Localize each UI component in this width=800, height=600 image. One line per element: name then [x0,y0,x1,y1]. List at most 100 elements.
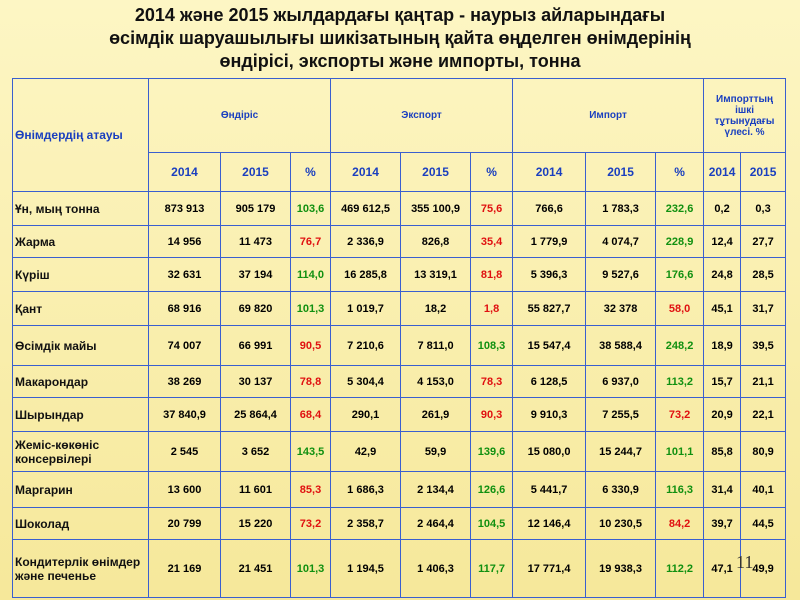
data-cell: 2 464,4 [400,507,472,540]
data-row: Макарондар 38 269 30 137 78,8 5 304,4 4 153,0… [12,365,787,398]
data-cell: 20,9 [703,397,742,432]
data-row: Өсімдік майы 74 007 66 991 90,5 7 210,6 7 811… [12,325,787,366]
title-line: 2014 және 2015 жылдардағы қаңтар - науры… [134,5,666,25]
data-row: Қант 68 916 69 820 101,3 1 019,7 18,2 1,8 55 82… [12,291,787,326]
data-cell: 13 600 [148,471,221,508]
subheader-cell: 2014 [148,152,221,192]
data-cell: 15 547,4 [512,325,587,366]
data-cell: 469 612,5 [330,191,402,226]
data-cell: 3 652 [220,431,291,472]
data-cell: 143,5 [289,431,332,472]
data-cell: 73,2 [655,397,705,432]
data-cell: 355 100,9 [400,191,472,226]
subheader-cell: % [289,152,332,192]
data-cell: 49,9 [740,539,787,598]
data-cell: 22,1 [740,397,787,432]
data-cell: 38 588,4 [585,325,657,366]
data-cell: 84,2 [655,507,705,540]
data-cell: 10 230,5 [585,507,657,540]
data-cell: 5 441,7 [512,471,587,508]
data-cell: 103,6 [289,191,332,226]
data-cell: 37 840,9 [148,397,221,432]
data-cell: 15,7 [703,365,742,398]
data-cell: 18,2 [400,291,472,326]
data-cell: 248,2 [655,325,705,366]
data-cell: 21,1 [740,365,787,398]
product-name: Жарма [12,225,149,258]
data-cell: 108,3 [470,325,514,366]
subheader-cell: 2015 [585,152,657,192]
data-cell: 6 937,0 [585,365,657,398]
data-cell: 116,3 [655,471,705,508]
data-cell: 31,7 [740,291,787,326]
product-name: Шырындар [12,397,149,432]
data-cell: 905 179 [220,191,291,226]
data-cell: 28,5 [740,257,787,292]
data-cell: 5 304,4 [330,365,402,398]
data-cell: 126,6 [470,471,514,508]
data-cell: 66 991 [220,325,291,366]
data-cell: 18,9 [703,325,742,366]
data-cell: 9 527,6 [585,257,657,292]
data-cell: 15 244,7 [585,431,657,472]
header-cell: Өнімдердің атауы [12,78,149,192]
data-cell: 2 134,4 [400,471,472,508]
title-line: өсімдік шаруашылығы шикізатының қайта өң… [109,28,691,48]
data-cell: 12 146,4 [512,507,587,540]
group-header: Импорт [512,78,705,153]
data-cell: 30 137 [220,365,291,398]
data-row: Шоколад 20 799 15 220 73,2 2 358,7 2 464,4 104… [12,507,787,540]
data-cell: 16 285,8 [330,257,402,292]
group-header: Импорттың ішкі тұтынудағы үлесі. % [703,78,787,153]
data-cell: 2 336,9 [330,225,402,258]
data-cell: 90,3 [470,397,514,432]
data-cell: 11 601 [220,471,291,508]
data-cell: 19 938,3 [585,539,657,598]
data-cell: 73,2 [289,507,332,540]
title-line: өндірісі, экспорты және импорты, тонна [219,51,581,71]
group-header: Өндіріс [147,78,332,153]
data-cell: 27,7 [740,225,787,258]
product-name: Өсімдік майы [12,325,149,366]
page-number: 11 [736,552,754,572]
data-cell: 6 330,9 [585,471,657,508]
data-cell: 74 007 [148,325,221,366]
data-cell: 15 220 [220,507,291,540]
data-cell: 38 269 [148,365,221,398]
data-cell: 55 827,7 [512,291,587,326]
data-cell: 113,2 [655,365,705,398]
subheader-cell: % [655,152,705,192]
data-cell: 78,3 [470,365,514,398]
data-cell: 42,9 [330,431,402,472]
data-cell: 114,0 [289,257,332,292]
data-cell: 59,9 [400,431,472,472]
data-cell: 69 820 [220,291,291,326]
data-cell: 7 255,5 [585,397,657,432]
product-name: Қант [12,291,149,326]
data-cell: 90,5 [289,325,332,366]
data-cell: 117,7 [470,539,514,598]
data-cell: 35,4 [470,225,514,258]
data-cell: 21 169 [148,539,221,598]
product-name: Маргарин [12,471,149,508]
data-cell: 1 779,9 [512,225,587,258]
data-cell: 32 378 [585,291,657,326]
subheader-cell: % [470,152,514,192]
data-row: Ұн, мың тонна 873 913 905 179 103,6 469 612,… [12,191,787,226]
data-cell: 2 358,7 [330,507,402,540]
product-name: Ұн, мың тонна [12,191,149,226]
title: 2014 және 2015 жылдардағы қаңтар - науры… [0,4,800,73]
product-name: Жеміс-көкөніс консервілері [12,431,149,472]
data-table: Өнімдердің атауы Өндіріс Экспорт Импорт Импо… [12,78,787,598]
data-cell: 58,0 [655,291,705,326]
data-cell: 81,8 [470,257,514,292]
data-cell: 4 153,0 [400,365,472,398]
data-cell: 47,1 [703,539,742,598]
data-cell: 25 864,4 [220,397,291,432]
group-header: Экспорт [330,78,514,153]
data-cell: 20 799 [148,507,221,540]
data-cell: 1 406,3 [400,539,472,598]
data-cell: 15 080,0 [512,431,587,472]
data-cell: 766,6 [512,191,587,226]
